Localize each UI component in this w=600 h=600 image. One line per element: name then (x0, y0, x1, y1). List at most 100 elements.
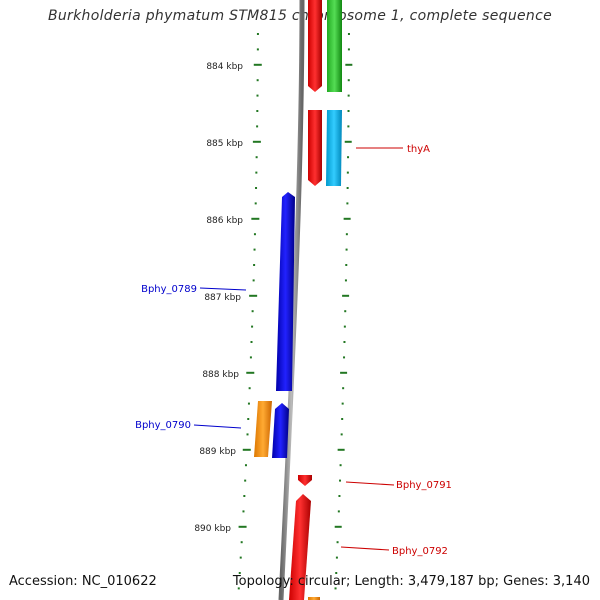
minor-tick-mark (251, 325, 254, 328)
gene-label-thya[interactable]: thyA (356, 144, 430, 155)
minor-tick-mark (336, 541, 339, 544)
svg-text:thyA: thyA (407, 144, 430, 155)
minor-tick-mark (337, 510, 340, 513)
gene-bphy-0790-cds[interactable] (254, 401, 272, 457)
minor-tick-mark (341, 418, 344, 420)
minor-tick-mark (255, 187, 258, 189)
minor-tick-mark (253, 233, 256, 236)
gene-thya-cds[interactable] (326, 110, 342, 186)
gene-label-bphy-0790[interactable]: Bphy_0790 (135, 420, 242, 431)
minor-tick-mark (347, 156, 350, 159)
minor-tick-mark (251, 310, 254, 313)
minor-tick-mark (341, 402, 344, 405)
minor-tick-mark (256, 79, 259, 82)
minor-tick-mark (243, 495, 246, 497)
svg-text:Bphy_0789: Bphy_0789 (141, 284, 197, 295)
minor-tick-mark (253, 248, 256, 251)
minor-tick-mark (254, 202, 257, 205)
minor-tick-mark (256, 48, 259, 51)
svg-text:Bphy_0791: Bphy_0791 (396, 480, 452, 491)
minor-tick-mark (237, 587, 240, 590)
minor-tick-mark (242, 510, 245, 513)
minor-tick-mark (347, 125, 350, 128)
gene-thya-red-arrow[interactable] (308, 110, 322, 186)
chromosome-backbone (278, 0, 305, 600)
minor-tick-mark (255, 156, 258, 159)
minor-tick-mark (347, 110, 350, 112)
major-tick-mark (246, 371, 255, 374)
gene-label-bphy-0792[interactable]: Bphy_0792 (340, 546, 448, 557)
minor-tick-mark (256, 125, 259, 128)
minor-tick-mark (345, 233, 348, 236)
gene-bphy-0790-arrow[interactable] (272, 403, 289, 458)
major-tick-mark (253, 63, 262, 66)
position-label: 889 kbp (199, 447, 236, 457)
inner-tick-ring (334, 33, 353, 590)
major-tick-mark (334, 525, 342, 528)
minor-tick-mark (343, 341, 346, 343)
position-label: 890 kbp (194, 524, 231, 534)
position-label: 888 kbp (202, 370, 239, 380)
minor-tick-mark (256, 94, 259, 97)
minor-tick-mark (248, 387, 251, 390)
minor-tick-mark (343, 356, 346, 359)
minor-tick-mark (335, 572, 338, 574)
outer-tick-ring (237, 33, 262, 590)
minor-tick-mark (340, 433, 343, 436)
minor-tick-mark (347, 33, 350, 35)
minor-tick-mark (342, 387, 345, 390)
gene-label-bphy-0791[interactable]: Bphy_0791 (345, 480, 452, 491)
svg-text:Bphy_0790: Bphy_0790 (135, 420, 191, 431)
major-tick-mark (251, 217, 260, 220)
minor-tick-mark (256, 110, 259, 112)
minor-tick-mark (256, 33, 259, 35)
major-tick-mark (238, 525, 247, 528)
gene-upper-red-arrow[interactable] (308, 0, 322, 92)
minor-tick-mark (338, 495, 341, 497)
major-tick-mark (252, 140, 261, 143)
major-tick-mark (342, 294, 350, 297)
accession-text: Accession: NC_010622 (9, 574, 157, 589)
minor-tick-mark (347, 48, 350, 51)
gene-bottom-orange-cds[interactable] (308, 597, 320, 600)
position-label: 885 kbp (206, 139, 243, 149)
minor-tick-mark (238, 572, 241, 574)
major-tick-mark (249, 294, 258, 297)
minor-tick-mark (334, 587, 337, 590)
minor-tick-mark (247, 402, 250, 405)
minor-tick-mark (345, 264, 348, 266)
gene-label-bphy-0789[interactable]: Bphy_0789 (141, 284, 247, 295)
minor-tick-mark (244, 464, 247, 467)
major-tick-mark (340, 371, 348, 374)
minor-tick-mark (246, 433, 249, 436)
gene-bphy-0792-arrow[interactable] (289, 494, 311, 600)
minor-tick-mark (249, 356, 252, 359)
svg-text:Bphy_0792: Bphy_0792 (392, 546, 448, 557)
minor-tick-mark (339, 464, 342, 467)
major-tick-mark (337, 448, 345, 451)
minor-tick-mark (346, 187, 349, 189)
minor-tick-mark (339, 479, 342, 482)
minor-tick-mark (346, 202, 349, 205)
minor-tick-mark (347, 79, 350, 82)
minor-tick-mark (347, 94, 350, 97)
gene-bphy-0789-arrow[interactable] (276, 192, 295, 391)
position-labels: 884 kbp 885 kbp 886 kbp 887 kbp 888 kbp … (194, 62, 243, 534)
minor-tick-mark (247, 418, 250, 420)
minor-tick-mark (253, 264, 256, 266)
major-tick-mark (345, 63, 353, 66)
minor-tick-mark (255, 171, 258, 174)
position-label: 886 kbp (206, 216, 243, 226)
minor-tick-mark (252, 279, 255, 282)
major-tick-mark (242, 448, 251, 451)
minor-tick-mark (244, 479, 247, 482)
minor-tick-mark (344, 310, 347, 313)
position-label: 884 kbp (206, 62, 243, 72)
minor-tick-mark (346, 171, 349, 174)
major-tick-mark (343, 217, 351, 220)
major-tick-mark (344, 140, 352, 143)
gene-upper-green-cds[interactable] (327, 0, 342, 92)
topology-summary-text: Topology: circular; Length: 3,479,187 bp… (232, 574, 590, 589)
gene-bphy-0791-arrow[interactable] (298, 475, 312, 486)
